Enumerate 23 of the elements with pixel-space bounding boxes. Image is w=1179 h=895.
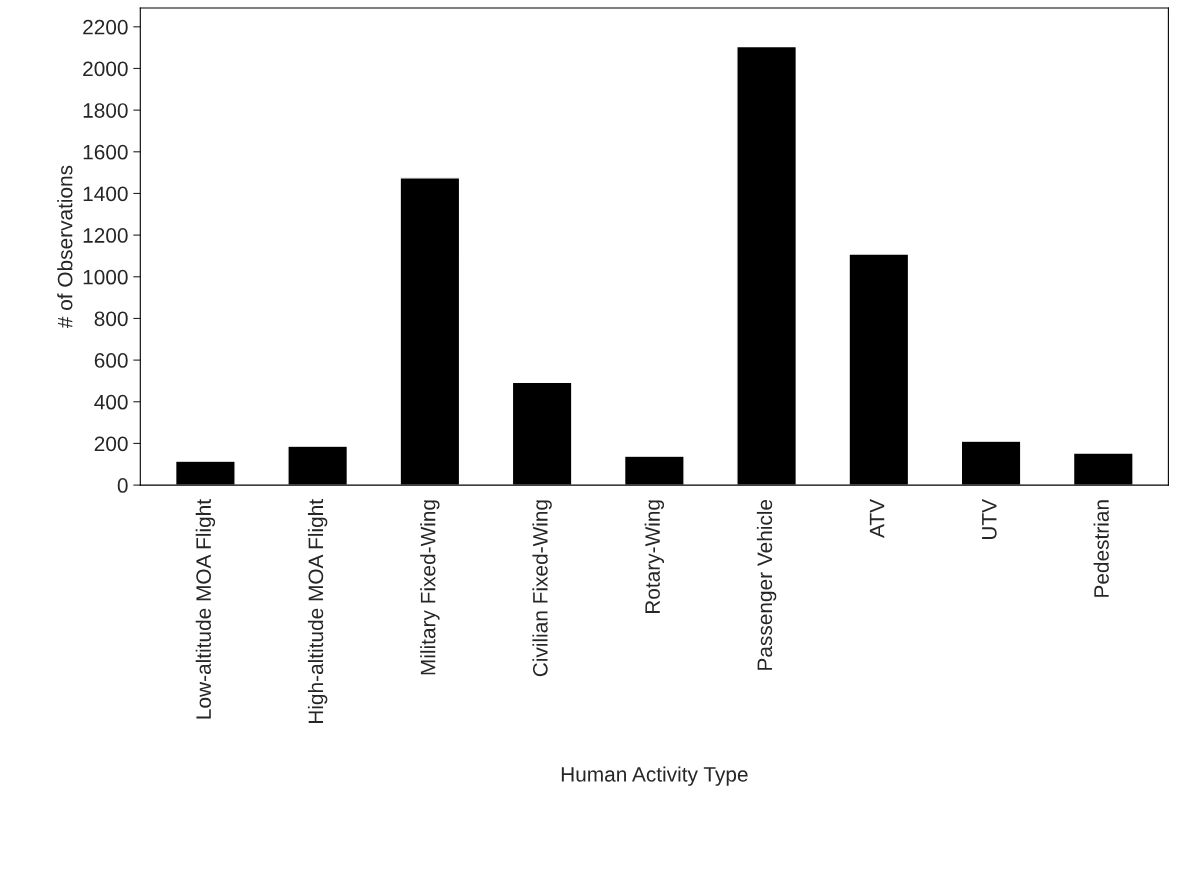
x-tick-label: Low-altitude MOA Flight <box>195 499 216 719</box>
x-tick-label: Pedestrian <box>1093 500 1109 597</box>
y-tick-label: 1600 <box>83 144 128 160</box>
y-tick-label: 400 <box>94 394 128 410</box>
x-tick-label: Passenger Vehicle <box>756 499 777 670</box>
y-tick-label: 1000 <box>83 269 128 285</box>
y-tick-label: 1800 <box>83 103 128 118</box>
y-tick-label: 2200 <box>83 19 128 35</box>
x-tick-label: UTV <box>982 499 997 540</box>
y-tick-label: 2000 <box>83 61 128 77</box>
y-tick-label: 1200 <box>83 228 128 243</box>
y-tick-label: 600 <box>94 353 128 368</box>
x-tick-label: Civilian Fixed-Wing <box>532 500 552 677</box>
x-tick-label: Rotary-Wing <box>644 500 665 614</box>
x-tick-label: High-altitude MOA Flight <box>307 499 328 724</box>
x-tick-label: ATV <box>869 499 885 538</box>
y-tick-label: 0 <box>117 478 128 493</box>
y-axis-title: # of Observations <box>57 165 73 329</box>
y-tick-label: 800 <box>94 311 128 327</box>
y-tick-label: 1400 <box>83 186 128 202</box>
y-tick-label: 200 <box>94 436 128 452</box>
x-tick-label: Military Fixed-Wing <box>420 500 440 675</box>
x-axis-title: Human Activity Type <box>561 766 748 786</box>
